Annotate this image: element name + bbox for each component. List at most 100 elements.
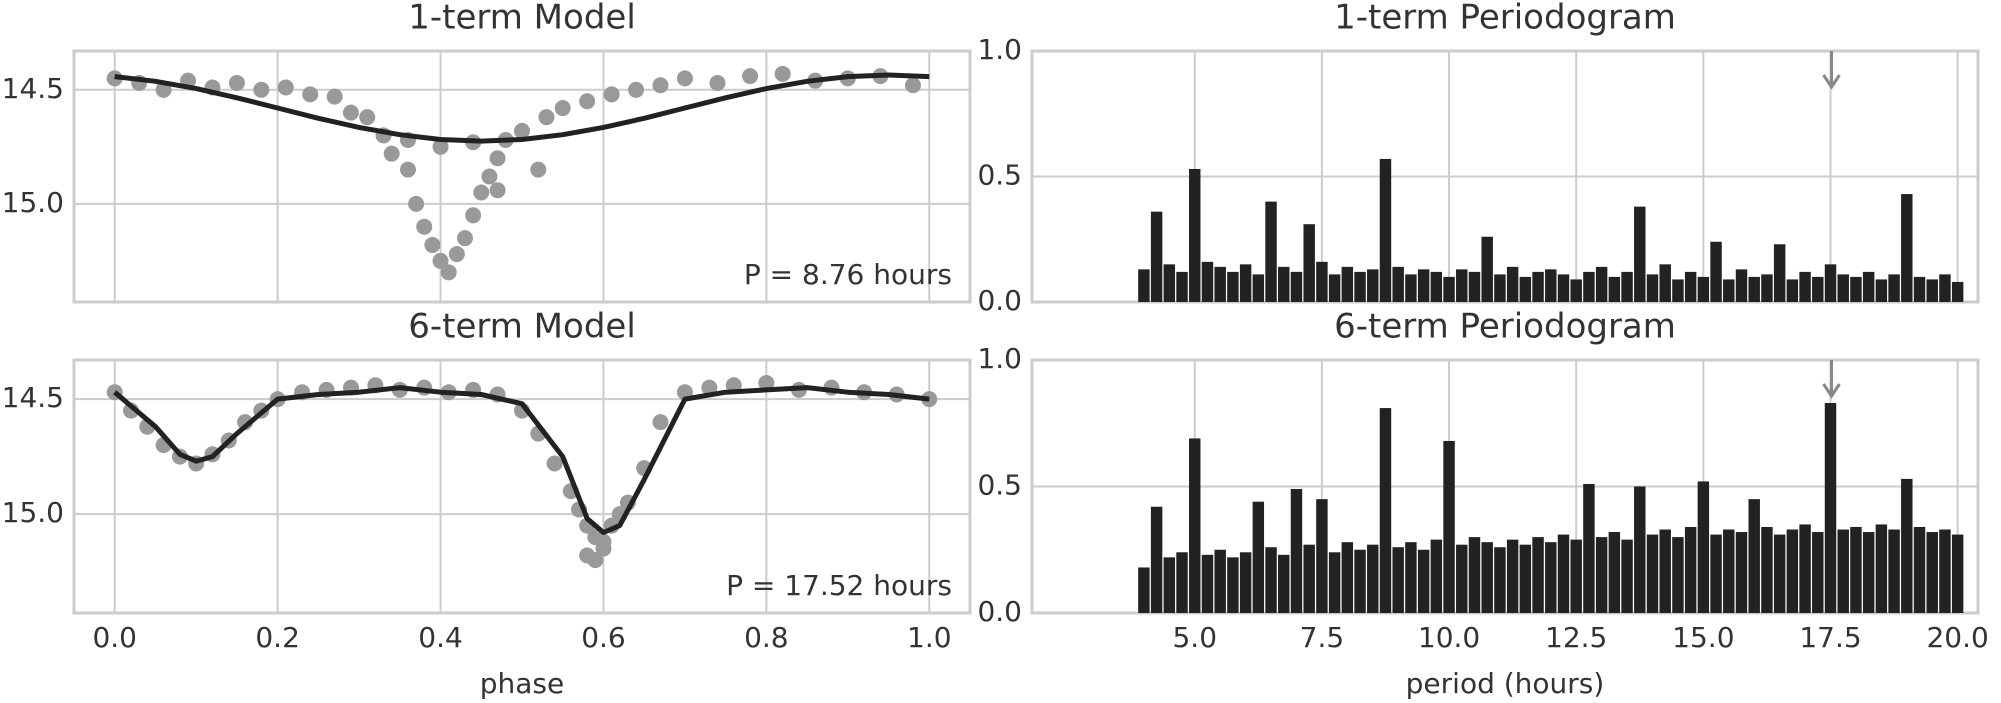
panel-title: 6-term Periodogram — [1334, 307, 1676, 347]
data-point — [326, 88, 343, 105]
power-bar — [1494, 274, 1506, 302]
panel-title: 6-term Model — [408, 307, 636, 347]
power-bar — [1672, 537, 1684, 613]
power-bar — [1328, 552, 1341, 613]
power-bar — [1570, 279, 1582, 302]
data-point — [465, 207, 482, 224]
x-tick-label: 10.0 — [1418, 621, 1480, 654]
power-bar — [1659, 529, 1671, 613]
power-bar — [1557, 274, 1570, 302]
power-bar — [1417, 269, 1430, 302]
data-point — [383, 145, 400, 162]
data-point — [595, 540, 612, 557]
power-bar — [1341, 266, 1354, 302]
power-bar — [1506, 539, 1519, 613]
power-bar — [1354, 549, 1366, 613]
power-bar — [1824, 264, 1837, 302]
x-tick-label: 20.0 — [1926, 621, 1988, 654]
power-bar — [1189, 168, 1201, 302]
data-point — [742, 68, 759, 85]
power-bar — [1901, 194, 1913, 302]
power-bar — [1773, 244, 1786, 302]
power-bar — [1697, 276, 1710, 302]
panel-title: 1-term Periodogram — [1334, 0, 1676, 38]
y-tick-label: 15.0 — [2, 496, 64, 529]
power-bar — [1621, 271, 1633, 302]
y-tick-label: 14.5 — [2, 381, 64, 414]
power-bar — [1888, 274, 1900, 302]
power-bar — [1748, 276, 1760, 302]
power-bar — [1341, 542, 1354, 613]
power-bar — [1812, 276, 1824, 302]
power-bar — [1939, 529, 1951, 613]
data-point — [546, 455, 563, 472]
power-bar — [1303, 544, 1315, 613]
data-point — [628, 81, 645, 98]
power-bar — [1290, 271, 1303, 302]
power-bar — [1951, 281, 1964, 302]
power-bar — [1379, 408, 1392, 613]
data-point — [758, 375, 775, 391]
model-curve — [113, 385, 930, 535]
x-tick-label: 0.8 — [744, 621, 789, 654]
y-tick-label: 14.5 — [2, 72, 64, 105]
power-bar — [1786, 279, 1799, 302]
data-point — [432, 138, 449, 155]
y-tick-label: 0.5 — [977, 469, 1022, 502]
power-bar — [1545, 542, 1557, 613]
data-point — [432, 252, 449, 269]
power-bar — [1214, 549, 1226, 613]
data-point — [424, 236, 441, 253]
power-bar — [1735, 269, 1748, 302]
data-point — [448, 246, 465, 263]
data-point — [554, 100, 571, 117]
data-point — [489, 182, 506, 199]
annotation: P = 8.76 hours — [744, 258, 952, 291]
power-bar — [1468, 271, 1481, 302]
power-bar — [1468, 537, 1481, 613]
power-bar — [1278, 554, 1290, 613]
power-bar — [1837, 274, 1849, 302]
x-tick-label: 0.4 — [418, 621, 463, 654]
power-bar — [1799, 271, 1811, 302]
power-bar — [1316, 261, 1328, 302]
y-tick-label: 0.0 — [977, 595, 1022, 628]
power-bar — [1405, 542, 1417, 613]
data-point — [473, 184, 490, 201]
data-point — [399, 161, 416, 178]
panel-title: 1-term Model — [408, 0, 636, 38]
data-point — [456, 230, 473, 247]
power-bar — [1862, 532, 1875, 613]
power-bar — [1646, 274, 1659, 302]
x-tick-label: 7.5 — [1300, 621, 1345, 654]
power-bar — [1761, 274, 1773, 302]
data-point — [408, 195, 425, 212]
power-bar — [1710, 241, 1722, 302]
data-point — [676, 70, 693, 87]
y-tick-label: 15.0 — [2, 186, 64, 219]
power-bar — [1850, 276, 1862, 302]
power-bar — [1659, 264, 1671, 302]
x-tick-label: 17.5 — [1799, 621, 1861, 654]
data-point — [342, 104, 359, 121]
x-tick-label: 12.5 — [1545, 621, 1607, 654]
data-point — [701, 379, 718, 396]
data-point — [709, 74, 726, 91]
power-bar — [1227, 557, 1239, 613]
power-bar — [1163, 557, 1176, 613]
power-bar — [1430, 539, 1443, 613]
data-point — [481, 168, 498, 185]
data-point — [652, 414, 669, 431]
power-bar — [1684, 526, 1697, 613]
power-bar — [1405, 274, 1417, 302]
power-bar — [1176, 271, 1188, 302]
power-bar — [1239, 552, 1252, 613]
power-bar — [1354, 271, 1366, 302]
power-bar — [1735, 532, 1748, 613]
data-point — [302, 86, 319, 103]
power-bar — [1519, 276, 1532, 302]
data-point — [277, 79, 294, 96]
model-curve — [114, 72, 930, 144]
